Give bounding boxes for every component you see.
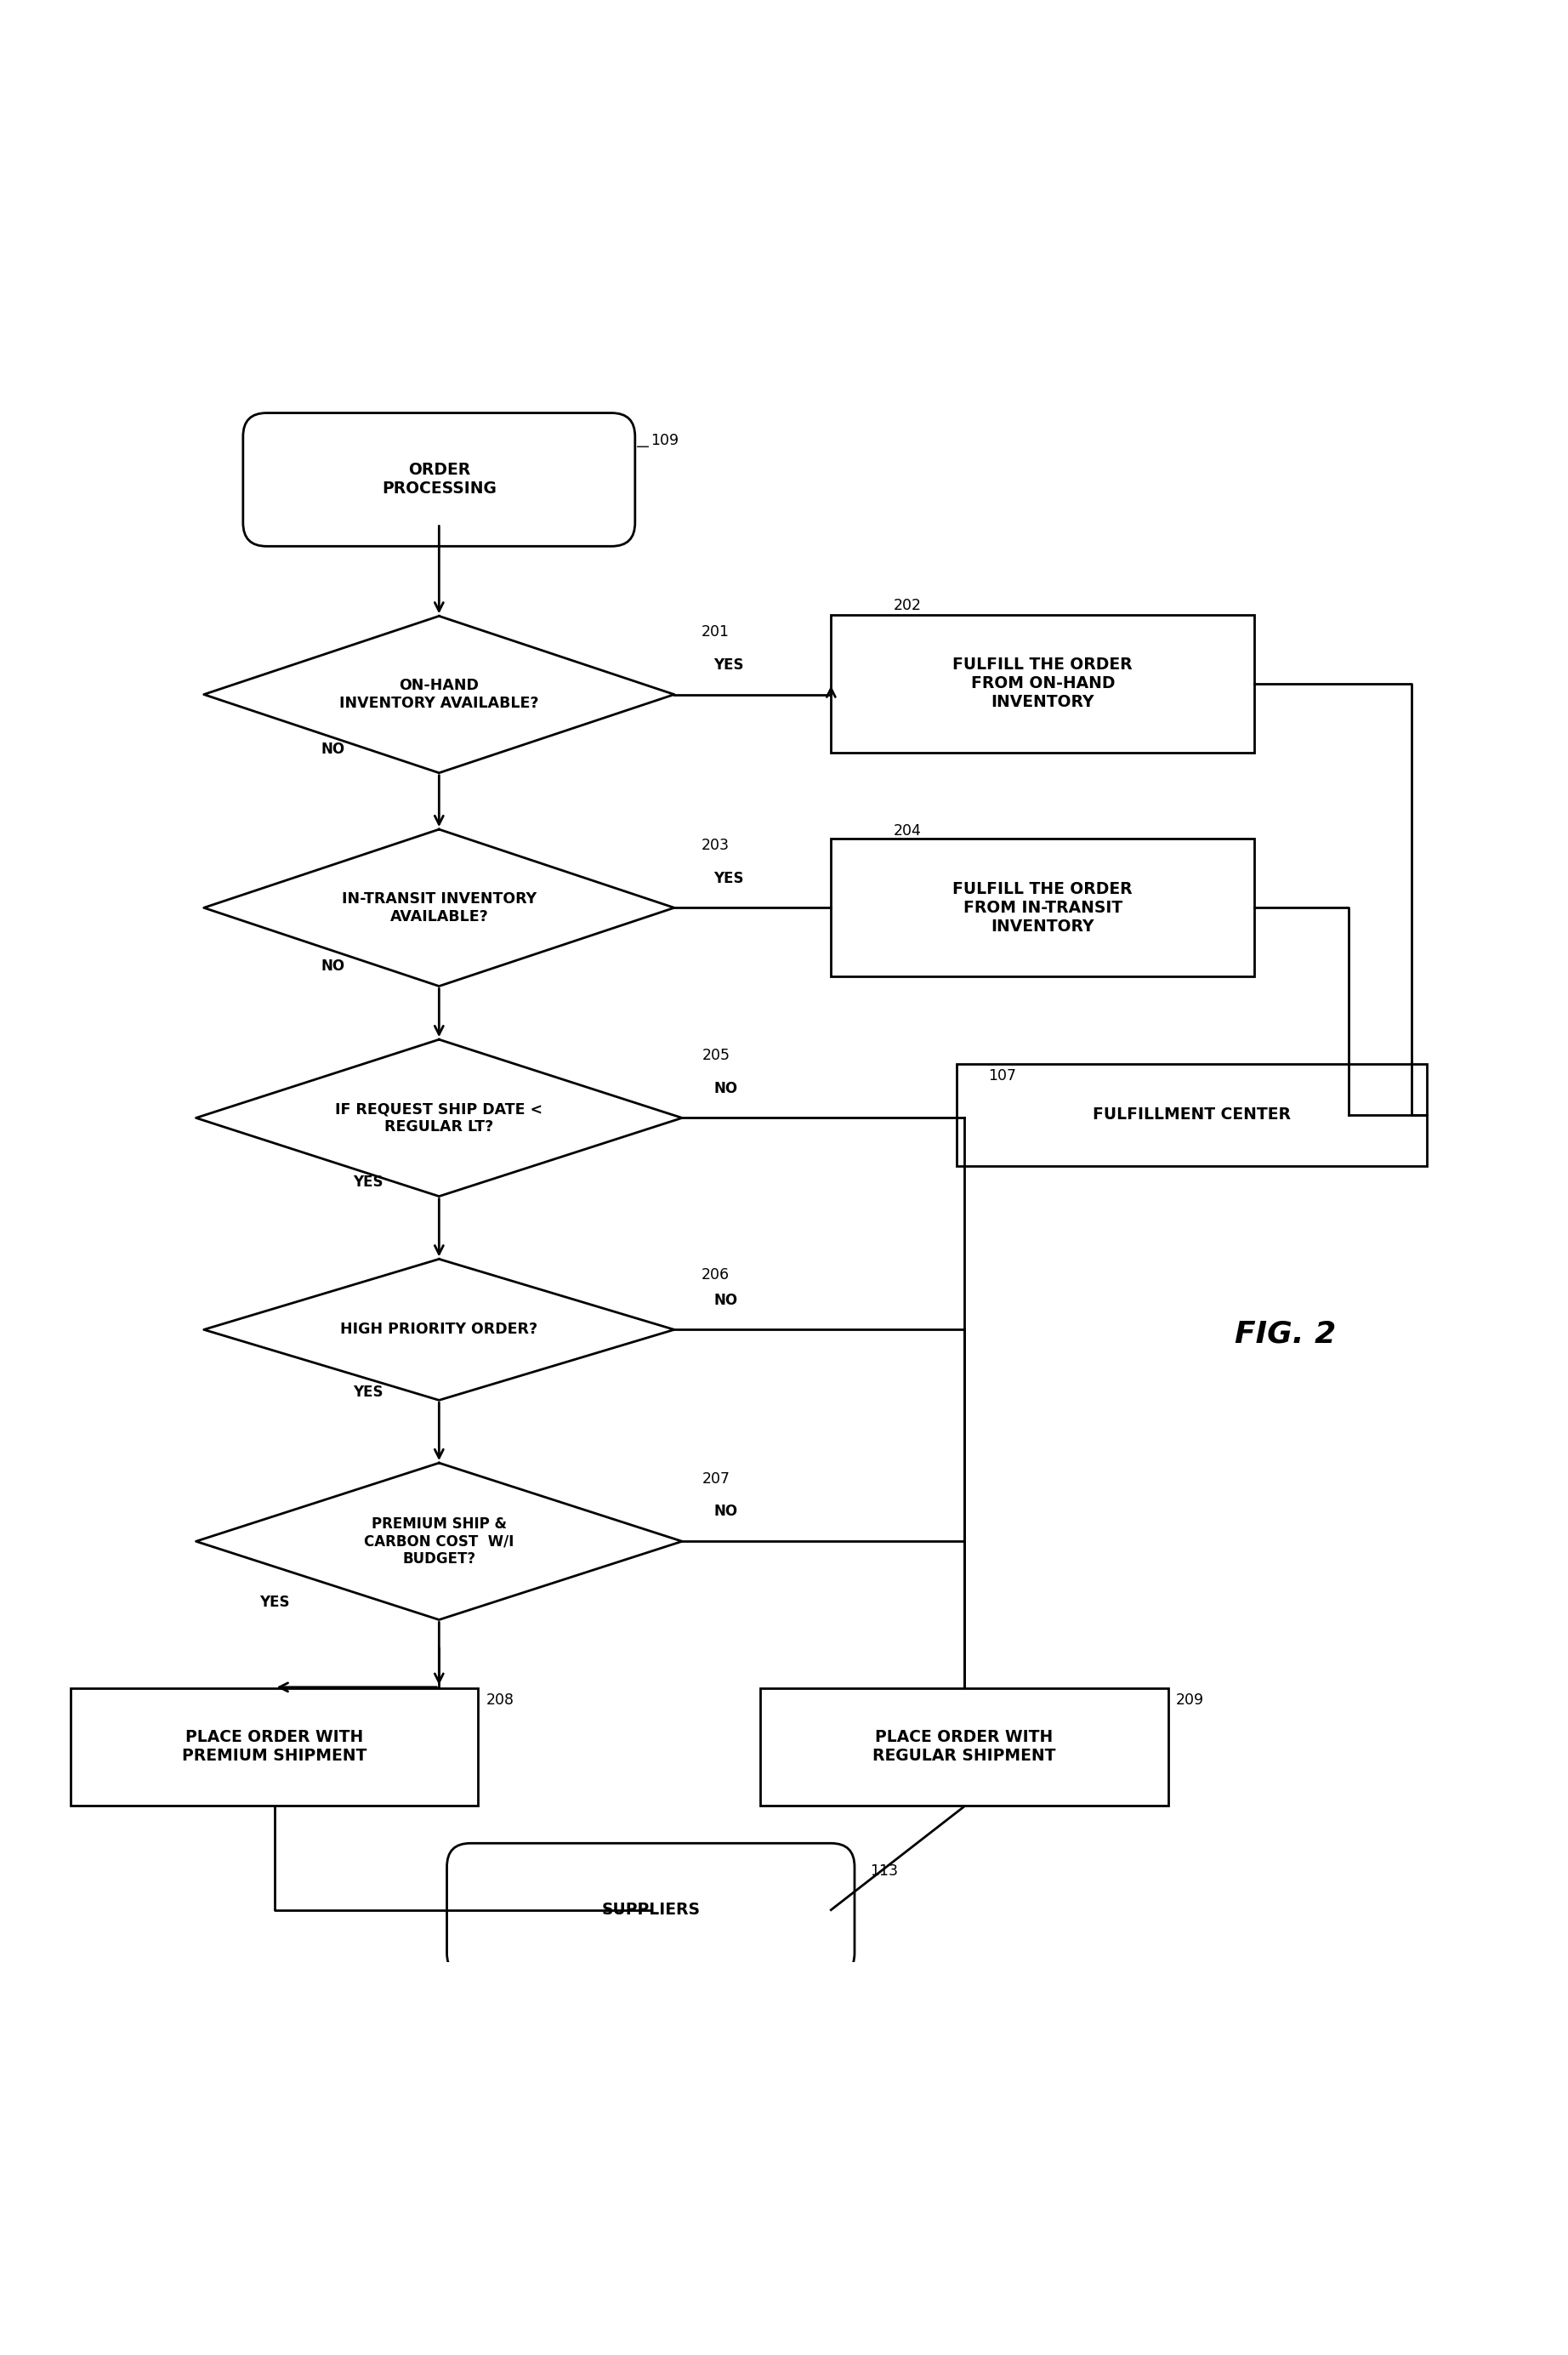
Text: IF REQUEST SHIP DATE <
REGULAR LT?: IF REQUEST SHIP DATE < REGULAR LT? [336,1102,543,1135]
Text: NO: NO [713,1081,737,1095]
Text: 203: 203 [701,838,729,853]
Text: FIG. 2: FIG. 2 [1236,1319,1336,1349]
Text: 113: 113 [870,1863,898,1879]
Text: ORDER
PROCESSING: ORDER PROCESSING [381,462,497,497]
Text: FULFILL THE ORDER
FROM ON-HAND
INVENTORY: FULFILL THE ORDER FROM ON-HAND INVENTORY [953,657,1132,711]
Text: HIGH PRIORITY ORDER?: HIGH PRIORITY ORDER? [340,1321,538,1338]
Text: NO: NO [713,1293,737,1307]
Bar [760,1689,1168,1806]
Text: PLACE ORDER WITH
REGULAR SHIPMENT: PLACE ORDER WITH REGULAR SHIPMENT [873,1729,1055,1764]
Text: PLACE ORDER WITH
PREMIUM SHIPMENT: PLACE ORDER WITH PREMIUM SHIPMENT [182,1729,367,1764]
Text: FULFILLMENT CENTER: FULFILLMENT CENTER [1093,1107,1290,1123]
Text: SUPPLIERS: SUPPLIERS [602,1903,699,1917]
Text: 207: 207 [702,1472,731,1486]
Text: YES: YES [713,871,743,885]
Text: 204: 204 [894,824,922,838]
Text: YES: YES [713,657,743,674]
Text: NO: NO [321,958,345,973]
Text: 209: 209 [1176,1693,1204,1707]
Bar [831,615,1254,754]
Bar [71,1689,478,1806]
FancyBboxPatch shape [447,1844,855,1976]
Text: ON-HAND
INVENTORY AVAILABLE?: ON-HAND INVENTORY AVAILABLE? [339,678,539,711]
Text: YES: YES [353,1385,384,1399]
Text: IN-TRANSIT INVENTORY
AVAILABLE?: IN-TRANSIT INVENTORY AVAILABLE? [342,890,536,923]
Text: 208: 208 [486,1693,514,1707]
Text: PREMIUM SHIP &
CARBON COST  W/I
BUDGET?: PREMIUM SHIP & CARBON COST W/I BUDGET? [364,1517,514,1566]
Text: NO: NO [713,1505,737,1519]
Text: 206: 206 [701,1267,729,1283]
Text: 107: 107 [988,1069,1016,1083]
Text: YES: YES [259,1594,290,1611]
Text: 202: 202 [894,598,922,612]
Text: 205: 205 [702,1048,731,1062]
FancyBboxPatch shape [243,412,635,546]
Bar [956,1064,1427,1166]
Text: 109: 109 [651,433,679,447]
Text: YES: YES [353,1175,384,1189]
Text: FULFILL THE ORDER
FROM IN-TRANSIT
INVENTORY: FULFILL THE ORDER FROM IN-TRANSIT INVENT… [953,881,1132,935]
Bar [831,838,1254,977]
Text: 201: 201 [701,624,729,641]
Text: NO: NO [321,742,345,756]
